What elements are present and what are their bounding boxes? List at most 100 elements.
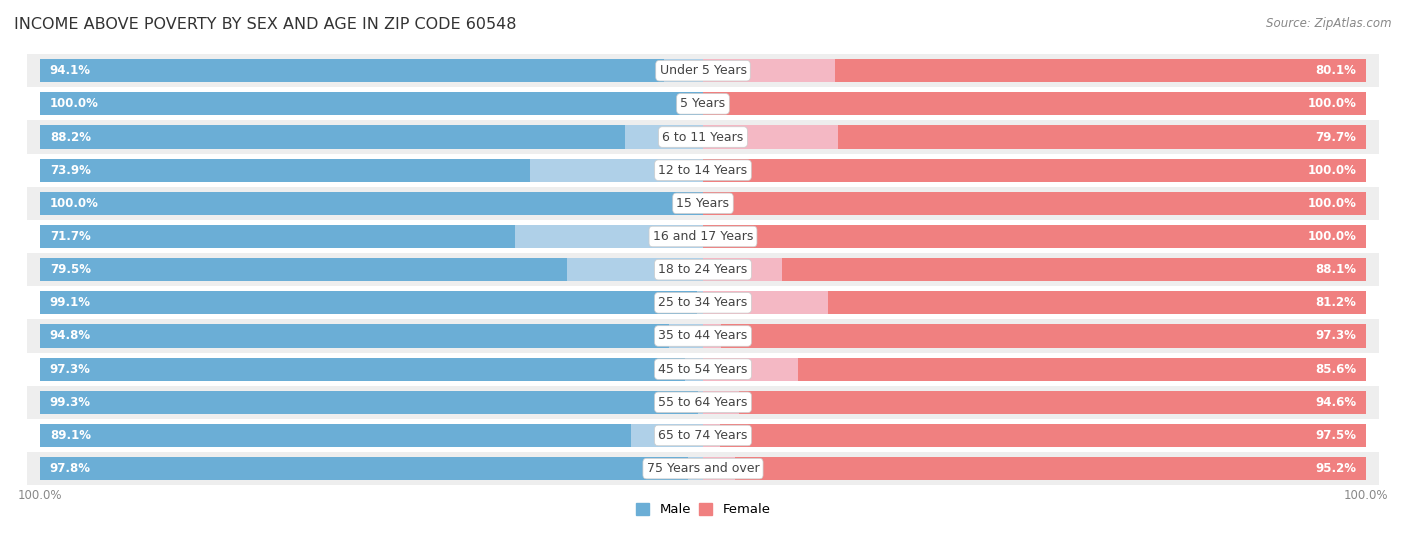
Text: 18 to 24 Years: 18 to 24 Years xyxy=(658,263,748,276)
Bar xyxy=(39,391,703,414)
Text: 81.2%: 81.2% xyxy=(1316,296,1357,309)
Text: 45 to 54 Years: 45 to 54 Years xyxy=(658,363,748,376)
Bar xyxy=(39,92,703,116)
Text: 71.7%: 71.7% xyxy=(49,230,90,243)
Bar xyxy=(799,358,1367,381)
Bar xyxy=(703,391,1367,414)
Bar xyxy=(27,187,1379,220)
Bar xyxy=(39,424,703,447)
Bar xyxy=(39,225,703,248)
Bar xyxy=(703,324,1367,348)
Text: 100.0%: 100.0% xyxy=(49,197,98,210)
Text: 16 and 17 Years: 16 and 17 Years xyxy=(652,230,754,243)
Text: 89.1%: 89.1% xyxy=(49,429,91,442)
Text: 97.3%: 97.3% xyxy=(1316,329,1357,343)
Text: 6 to 11 Years: 6 to 11 Years xyxy=(662,131,744,144)
Bar xyxy=(703,192,1367,215)
Bar xyxy=(27,220,1379,253)
Bar xyxy=(39,457,703,480)
Bar xyxy=(703,159,1367,182)
Bar xyxy=(39,424,631,447)
Text: 97.3%: 97.3% xyxy=(49,363,90,376)
Bar xyxy=(39,159,530,182)
Text: 99.3%: 99.3% xyxy=(49,396,91,409)
Text: 25 to 34 Years: 25 to 34 Years xyxy=(658,296,748,309)
Text: 65 to 74 Years: 65 to 74 Years xyxy=(658,429,748,442)
Bar xyxy=(27,54,1379,87)
Bar xyxy=(703,457,1367,480)
Bar xyxy=(39,159,703,182)
Bar xyxy=(703,225,1367,248)
Bar xyxy=(39,59,703,82)
Bar xyxy=(27,253,1379,286)
Bar xyxy=(39,125,624,149)
Text: 88.2%: 88.2% xyxy=(49,131,91,144)
Text: 88.1%: 88.1% xyxy=(1315,263,1357,276)
Text: 75 Years and over: 75 Years and over xyxy=(647,462,759,475)
Text: Source: ZipAtlas.com: Source: ZipAtlas.com xyxy=(1267,17,1392,30)
Bar xyxy=(720,424,1367,447)
Bar xyxy=(27,120,1379,154)
Bar xyxy=(735,457,1367,480)
Text: 80.1%: 80.1% xyxy=(1316,64,1357,77)
Bar xyxy=(703,225,1367,248)
Bar xyxy=(738,391,1367,414)
Bar xyxy=(27,319,1379,353)
Bar xyxy=(27,452,1379,485)
Bar xyxy=(39,258,567,281)
Text: 35 to 44 Years: 35 to 44 Years xyxy=(658,329,748,343)
Bar xyxy=(27,419,1379,452)
Text: 100.0%: 100.0% xyxy=(1308,197,1357,210)
Bar xyxy=(39,358,703,381)
Bar xyxy=(27,286,1379,319)
Text: 12 to 14 Years: 12 to 14 Years xyxy=(658,164,748,177)
Bar xyxy=(835,59,1367,82)
Bar xyxy=(39,391,699,414)
Bar xyxy=(703,92,1367,116)
Bar xyxy=(721,324,1367,348)
Text: 97.8%: 97.8% xyxy=(49,462,91,475)
Text: 100.0%: 100.0% xyxy=(49,97,98,110)
Bar xyxy=(27,386,1379,419)
Bar xyxy=(703,358,1367,381)
Bar xyxy=(39,324,668,348)
Text: 73.9%: 73.9% xyxy=(49,164,90,177)
Bar xyxy=(703,59,1367,82)
Legend: Male, Female: Male, Female xyxy=(630,498,776,522)
Bar xyxy=(828,291,1367,314)
Bar xyxy=(39,92,703,116)
Bar xyxy=(27,154,1379,187)
Bar xyxy=(703,424,1367,447)
Text: 79.5%: 79.5% xyxy=(49,263,91,276)
Bar xyxy=(27,87,1379,120)
Bar xyxy=(27,353,1379,386)
Text: 5 Years: 5 Years xyxy=(681,97,725,110)
Text: 100.0%: 100.0% xyxy=(1308,230,1357,243)
Bar xyxy=(703,291,1367,314)
Text: 94.8%: 94.8% xyxy=(49,329,91,343)
Text: Under 5 Years: Under 5 Years xyxy=(659,64,747,77)
Bar xyxy=(703,258,1367,281)
Bar xyxy=(39,324,703,348)
Text: 79.7%: 79.7% xyxy=(1316,131,1357,144)
Text: 95.2%: 95.2% xyxy=(1315,462,1357,475)
Bar xyxy=(39,358,685,381)
Bar xyxy=(39,125,703,149)
Bar xyxy=(39,59,664,82)
Bar xyxy=(39,457,689,480)
Bar xyxy=(39,291,697,314)
Text: 15 Years: 15 Years xyxy=(676,197,730,210)
Bar xyxy=(703,92,1367,116)
Text: INCOME ABOVE POVERTY BY SEX AND AGE IN ZIP CODE 60548: INCOME ABOVE POVERTY BY SEX AND AGE IN Z… xyxy=(14,17,516,32)
Text: 94.6%: 94.6% xyxy=(1315,396,1357,409)
Text: 99.1%: 99.1% xyxy=(49,296,91,309)
Bar xyxy=(39,192,703,215)
Bar xyxy=(703,159,1367,182)
Text: 85.6%: 85.6% xyxy=(1315,363,1357,376)
Bar xyxy=(838,125,1367,149)
Bar xyxy=(703,192,1367,215)
Text: 97.5%: 97.5% xyxy=(1315,429,1357,442)
Bar xyxy=(39,225,516,248)
Bar xyxy=(39,291,703,314)
Text: 94.1%: 94.1% xyxy=(49,64,91,77)
